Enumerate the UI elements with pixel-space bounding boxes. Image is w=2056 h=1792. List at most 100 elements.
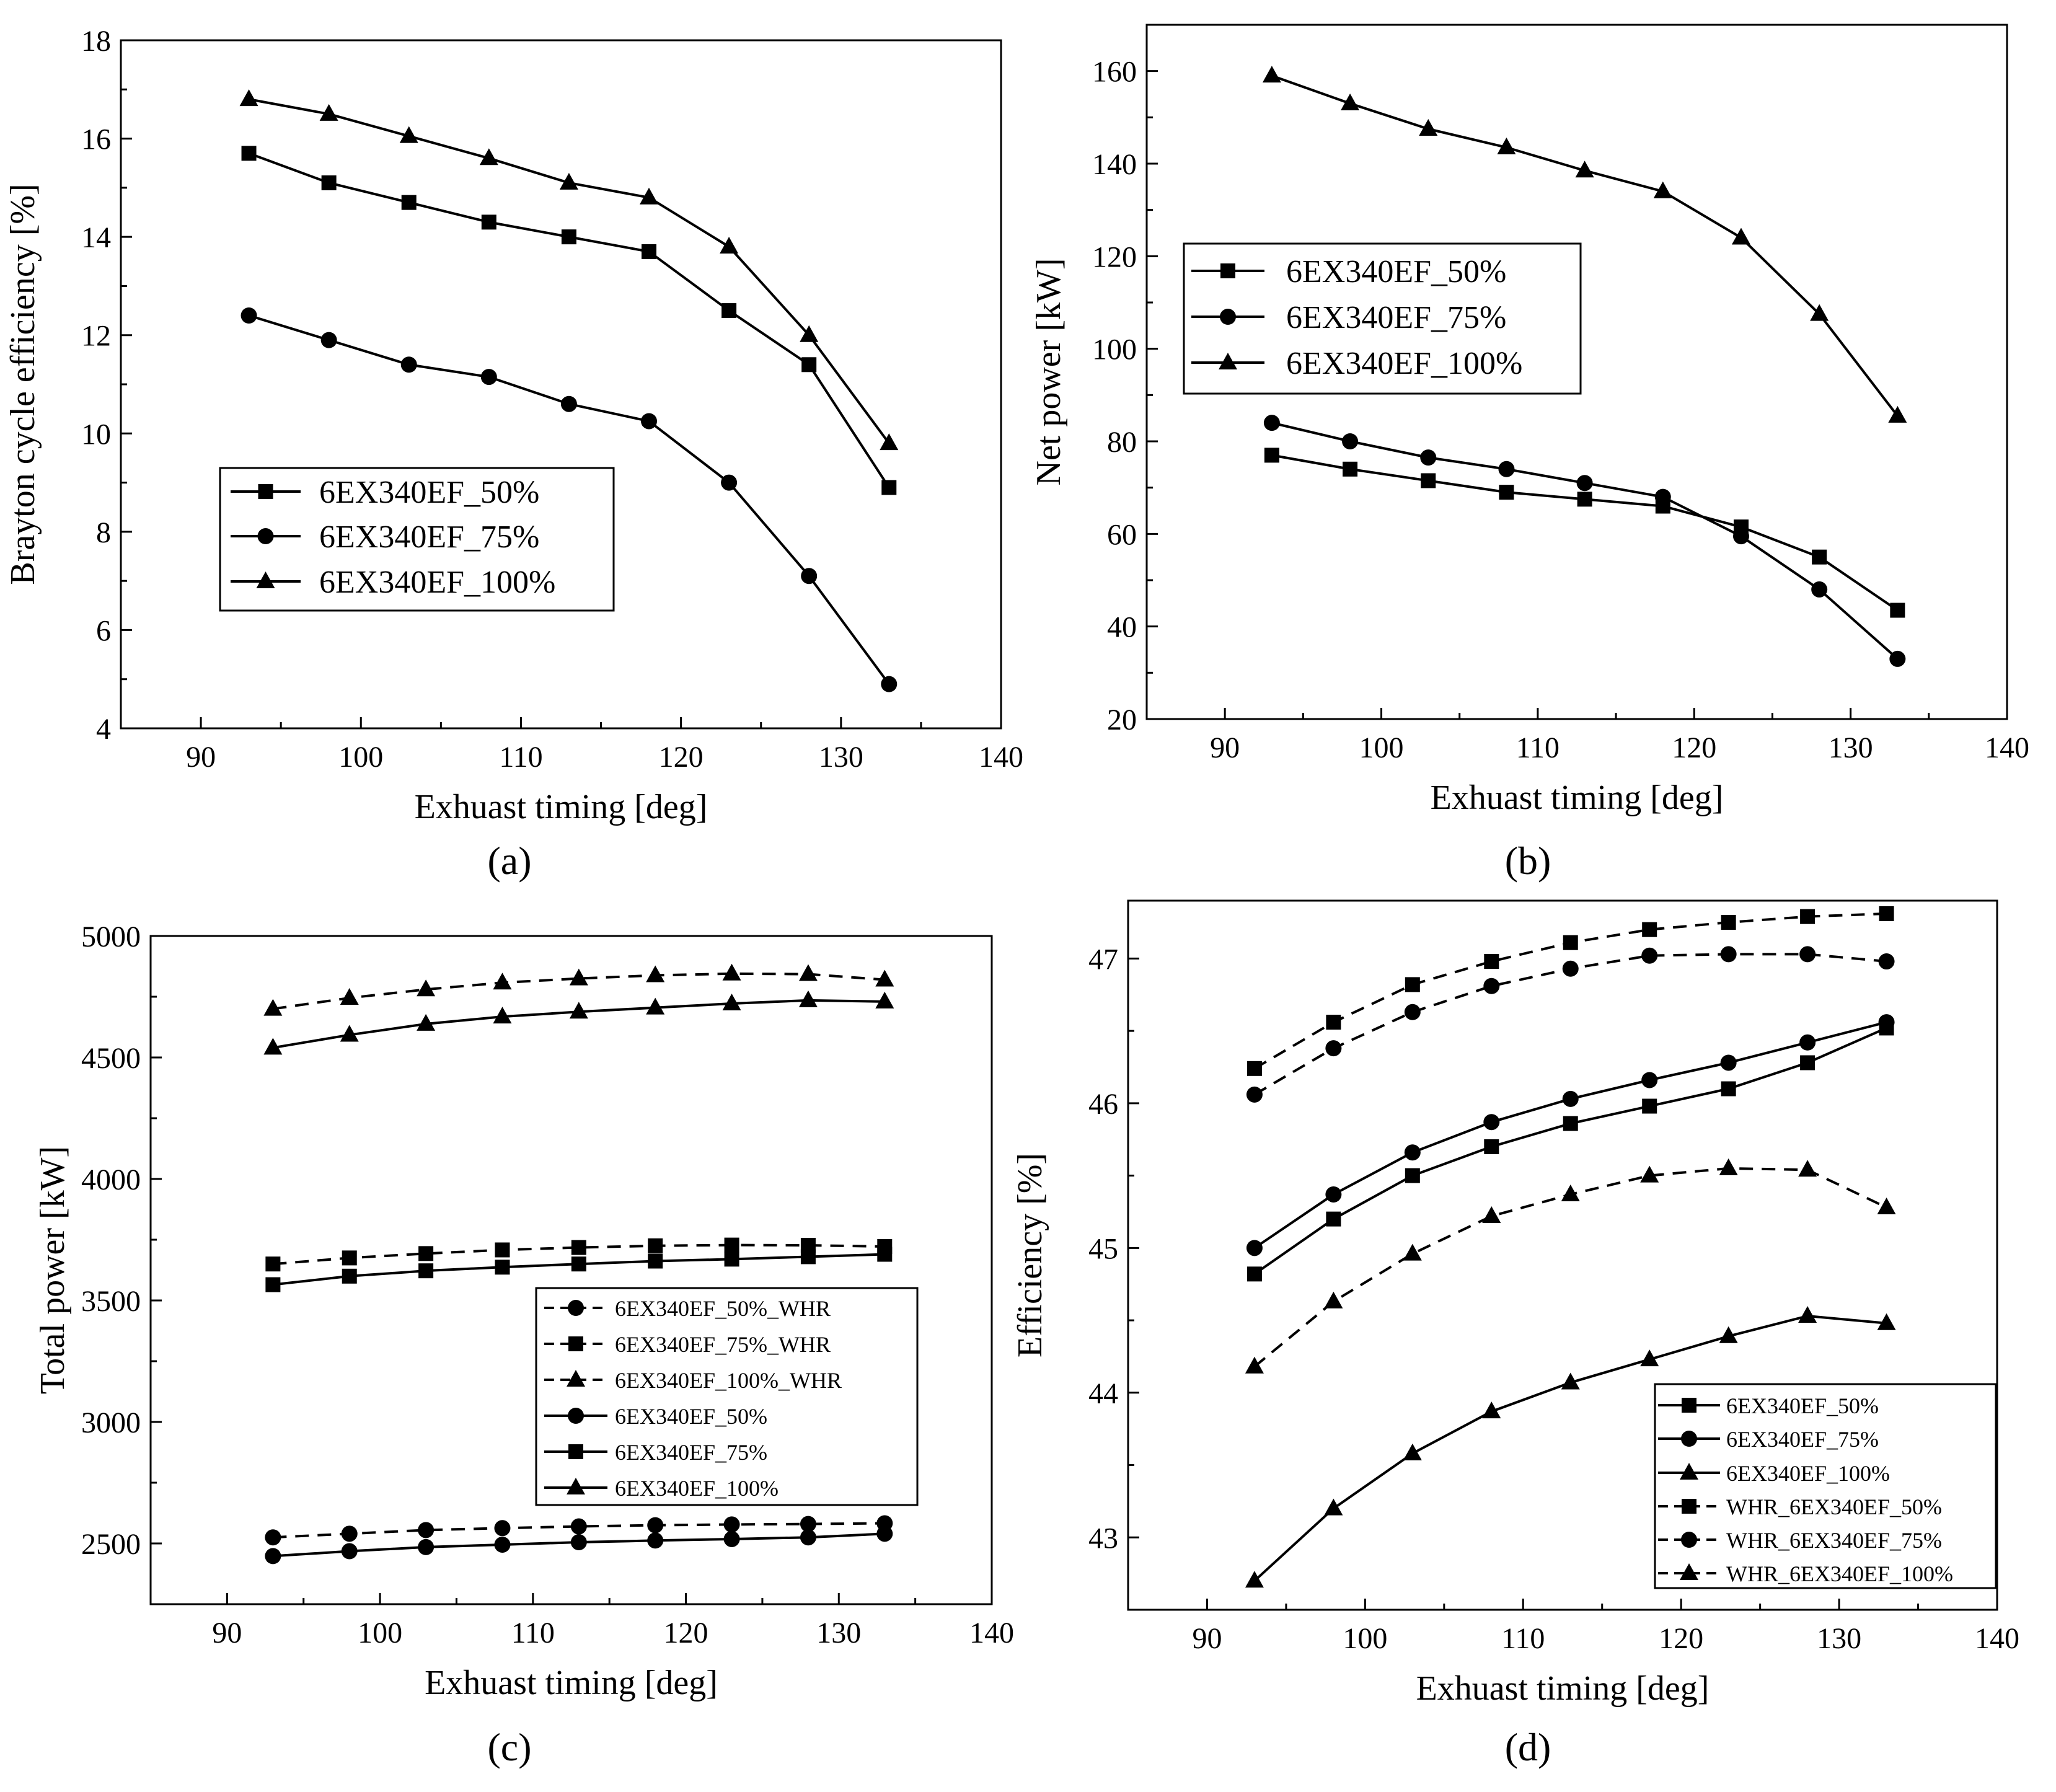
x-axis-label: Exhuast timing [deg] [415, 788, 708, 826]
data-point [1642, 922, 1657, 937]
x-tick-label: 90 [212, 1617, 242, 1649]
data-point [723, 1530, 740, 1547]
data-point [1325, 1186, 1342, 1203]
data-point [1721, 1081, 1736, 1097]
data-point [1575, 161, 1594, 178]
y-axis-label: Brayton cycle efficiency [%] [4, 183, 42, 585]
data-point [880, 433, 899, 451]
data-point [1482, 1206, 1501, 1223]
data-point [265, 1529, 281, 1546]
data-point [479, 148, 498, 166]
data-point [1246, 1240, 1263, 1256]
data-point [798, 964, 818, 981]
y-tick-label: 47 [1088, 943, 1118, 976]
plot-frame [1127, 899, 1998, 1611]
data-point [1324, 1291, 1343, 1309]
panel-label: (d) [1505, 1725, 1551, 1769]
data-point [877, 1247, 893, 1262]
data-point [1889, 650, 1906, 667]
data-point [493, 973, 512, 990]
y-tick-label: 18 [81, 25, 111, 58]
y-tick-label: 3500 [81, 1285, 141, 1318]
data-point [1341, 93, 1360, 110]
x-tick-label: 130 [1829, 731, 1873, 764]
data-point [1562, 960, 1579, 977]
data-point [559, 172, 578, 190]
data-point [1405, 977, 1420, 992]
data-point [875, 969, 894, 987]
legend-label: 6EX340EF_100% [615, 1476, 779, 1501]
data-point [1799, 946, 1816, 963]
data-point [1877, 1197, 1896, 1214]
y-axis-label: Total power [kW] [33, 1146, 72, 1394]
legend-label: 6EX340EF_50% [615, 1404, 767, 1429]
data-point [722, 993, 741, 1010]
data-point [1640, 1165, 1659, 1183]
data-point [648, 1238, 663, 1253]
data-point [1482, 1401, 1501, 1419]
chart-a: 90 100 110 120 130 140 4 6 8 10 12 14 16 18 Exhuast ti… [4, 25, 1023, 883]
legend-marker [568, 1408, 584, 1424]
series-6EX340EF_100% [239, 89, 899, 451]
data-point [400, 356, 417, 373]
data-point [341, 1525, 358, 1542]
data-point [481, 214, 496, 230]
data-point [724, 1251, 739, 1267]
y-tick-label: 4 [96, 713, 111, 746]
x-tick-label: 140 [969, 1617, 1014, 1649]
legend-marker [1682, 1499, 1696, 1514]
data-point [640, 187, 658, 205]
data-point [1403, 1243, 1422, 1261]
series-6EX340EF_100% [1245, 1306, 1896, 1588]
data-point [418, 1263, 434, 1279]
legend-label: WHR_6EX340EF_75% [1726, 1528, 1942, 1553]
series-WHR_6EX340EF_75% [1246, 946, 1895, 1103]
chart-c: 90 100 110 120 130 140 2500 3000 3500 4000 4500 500… [33, 920, 1014, 1769]
legend-label: 6EX340EF_100% [319, 565, 555, 600]
data-point [723, 1516, 740, 1533]
data-point [647, 1517, 664, 1534]
x-tick-label: 100 [338, 741, 383, 774]
y-axis-label: Net power [kW] [1030, 258, 1068, 486]
series-line [273, 972, 885, 1010]
data-point [263, 1038, 283, 1055]
data-point [239, 89, 258, 107]
data-point [800, 325, 819, 342]
x-tick-label: 130 [819, 741, 863, 774]
data-point [263, 999, 283, 1016]
data-point [240, 307, 257, 324]
data-point [721, 303, 737, 319]
data-point [1799, 1034, 1816, 1051]
data-point [418, 1522, 435, 1538]
x-tick-label: 90 [186, 741, 216, 774]
data-point [418, 1246, 434, 1261]
data-point [321, 175, 337, 190]
data-point [1246, 1266, 1262, 1282]
data-point [494, 1536, 511, 1553]
plot-frame [149, 935, 993, 1605]
data-point [721, 474, 738, 491]
data-point [1325, 1040, 1342, 1057]
data-point [646, 965, 665, 982]
legend-marker [1219, 353, 1237, 369]
data-point [1812, 549, 1827, 565]
legend-marker [568, 1336, 583, 1351]
data-point [1245, 1356, 1264, 1374]
data-point [875, 991, 894, 1009]
data-point [881, 676, 898, 692]
data-point [571, 1256, 586, 1272]
legend-marker [1680, 1563, 1698, 1580]
data-point [1798, 1306, 1817, 1323]
data-point [1561, 1372, 1580, 1390]
data-point [1800, 909, 1816, 924]
data-point [1719, 1158, 1738, 1175]
series-WHR_6EX340EF_100% [1245, 1158, 1896, 1374]
legend-label: 6EX340EF_75%_WHR [615, 1332, 831, 1357]
data-point [722, 963, 741, 981]
series-WHR_6EX340EF_50% [1246, 906, 1894, 1076]
legend-label: 6EX340EF_50% [319, 475, 539, 510]
data-point [642, 244, 656, 259]
chart-d: 90 100 110 120 130 140 43 44 45 46 47 Exhuast timin… [1011, 899, 2019, 1769]
data-point [340, 1025, 359, 1042]
data-point [241, 146, 257, 161]
